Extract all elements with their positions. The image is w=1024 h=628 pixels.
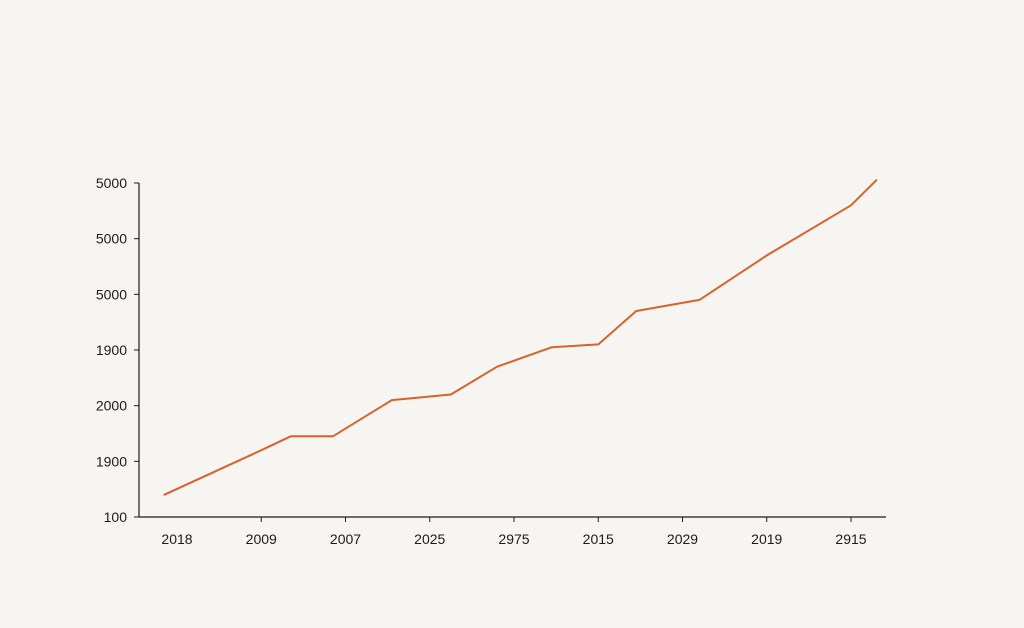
y-tick-label: 2000 [96,398,127,414]
axes [138,183,886,518]
y-tick-label: 100 [104,509,128,525]
y-tick-label: 5000 [96,286,127,302]
y-tick-label: 5000 [96,175,127,191]
x-tick-label: 2915 [835,531,866,547]
x-axis-ticks: 2018 2009 2007 2025 2975 2015 2029 2019 2915 [161,517,867,547]
y-tick-label: 1900 [96,342,127,358]
x-tick-label: 2015 [583,531,614,547]
series-line [163,179,878,496]
y-tick-label: 1900 [96,453,127,469]
x-tick-label: 2019 [751,531,782,547]
x-tick-label: 2018 [161,531,192,547]
y-axis-ticks: 100 1900 2000 1900 5000 5000 5000 [96,175,139,525]
x-tick-label: 2975 [498,531,529,547]
x-tick-label: 2029 [667,531,698,547]
x-tick-label: 2007 [330,531,361,547]
x-tick-label: 2009 [246,531,277,547]
y-tick-label: 5000 [96,231,127,247]
series-group [163,179,878,496]
x-tick-label: 2025 [414,531,445,547]
